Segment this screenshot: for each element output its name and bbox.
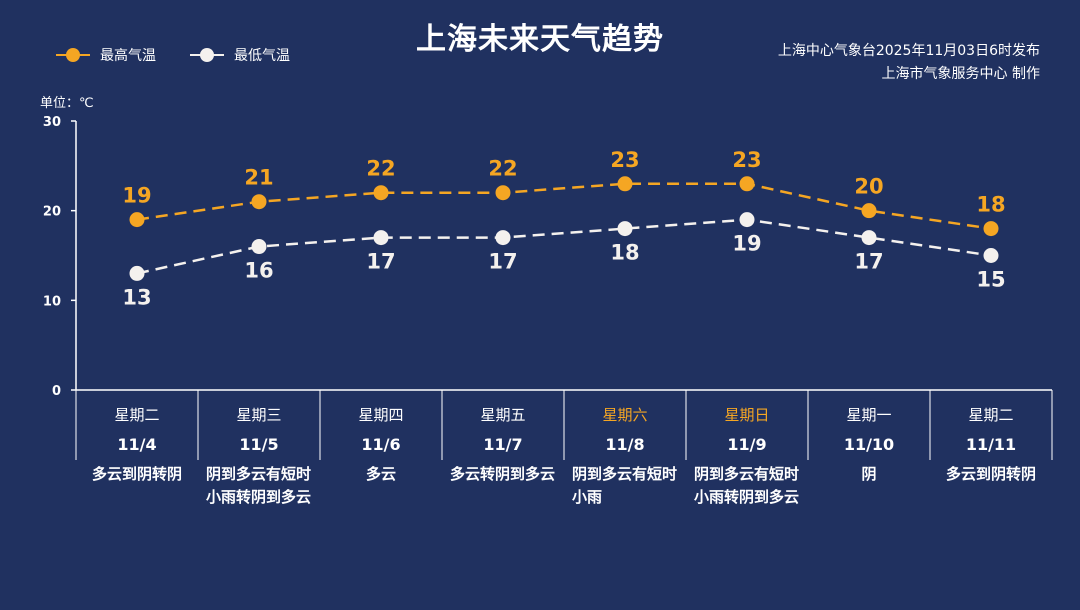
day-column: 星期日 11/9 bbox=[686, 392, 808, 462]
day-weekday: 星期四 bbox=[358, 406, 404, 424]
y-tick-label: 0 bbox=[52, 384, 61, 399]
day-column: 星期五 11/7 bbox=[442, 392, 564, 462]
high-temp-label: 18 bbox=[976, 193, 1005, 217]
high-temp-label: 19 bbox=[122, 184, 151, 208]
low-temp-point bbox=[373, 230, 389, 246]
chart-title: 上海未来天气趋势 bbox=[416, 22, 664, 57]
low-temp-label: 19 bbox=[732, 232, 761, 256]
low-temp-label: 17 bbox=[488, 250, 517, 274]
day-condition: 多云到阴转阴 bbox=[91, 465, 182, 483]
low-temp-point bbox=[983, 248, 999, 263]
source-line-1: 上海中心气象台2025年11月03日6时发布 bbox=[777, 43, 1040, 59]
legend-high-swatch-icon bbox=[56, 47, 90, 63]
day-condition: 多云 bbox=[365, 465, 396, 483]
day-column: 星期一 11/10 bbox=[808, 392, 930, 462]
source-info: 上海中心气象台2025年11月03日6时发布 上海市气象服务中心 制作 bbox=[778, 40, 1040, 86]
low-temp-label: 15 bbox=[976, 268, 1005, 292]
source-line-2: 上海市气象服务中心 制作 bbox=[881, 66, 1040, 82]
day-date: 11/11 bbox=[965, 435, 1017, 454]
day-weekday: 星期二 bbox=[114, 406, 160, 424]
day-weekday: 星期五 bbox=[480, 406, 526, 424]
low-temp-point bbox=[129, 265, 145, 281]
y-tick-label: 30 bbox=[43, 115, 61, 130]
y-tick-label: 20 bbox=[43, 205, 61, 220]
high-temp-line bbox=[136, 182, 992, 230]
high-temp-point bbox=[739, 176, 755, 192]
day-date: 11/4 bbox=[117, 435, 157, 454]
day-date: 11/6 bbox=[361, 435, 401, 454]
high-temp-label: 23 bbox=[732, 148, 761, 172]
low-temp-point bbox=[861, 230, 877, 246]
day-conditions: 多云到阴转阴 阴到多云有短时小雨转阴到多云 多云 多云转阴到多云 阴到多云有短时小雨 阴到… bbox=[76, 463, 1052, 509]
high-temp-label: 20 bbox=[854, 175, 883, 199]
low-temp-label: 17 bbox=[854, 250, 883, 274]
low-temp-point bbox=[495, 230, 511, 246]
day-weekday: 星期二 bbox=[968, 406, 1014, 424]
low-temp-point bbox=[739, 212, 755, 228]
day-condition: 阴到多云有短时小雨转阴到多云 bbox=[694, 465, 800, 506]
day-date: 11/8 bbox=[605, 435, 645, 454]
high-temp-label: 21 bbox=[244, 166, 273, 190]
day-date: 11/10 bbox=[843, 435, 895, 454]
high-temp-label: 22 bbox=[488, 157, 517, 181]
legend-item-low: 最低气温 bbox=[190, 45, 290, 65]
day-condition: 多云转阴到多云 bbox=[450, 465, 556, 483]
y-axis-unit: 单位：℃ bbox=[40, 96, 94, 111]
legend-low-swatch-icon bbox=[190, 47, 224, 63]
high-temp-label: 22 bbox=[366, 157, 395, 181]
low-temp-point bbox=[251, 239, 267, 255]
day-condition: 阴 bbox=[861, 465, 877, 483]
low-temp-label: 13 bbox=[122, 285, 151, 309]
day-condition: 阴到多云有短时小雨转阴到多云 bbox=[206, 465, 312, 506]
high-temp-point bbox=[251, 194, 267, 210]
low-temp-label: 16 bbox=[244, 259, 273, 283]
day-date: 11/9 bbox=[727, 435, 767, 454]
day-weekday: 星期三 bbox=[236, 406, 282, 424]
low-temp-label: 17 bbox=[366, 250, 395, 274]
legend-high-label: 最高气温 bbox=[100, 48, 156, 64]
day-column: 星期二 11/4 bbox=[76, 392, 198, 462]
day-date: 11/5 bbox=[239, 435, 279, 454]
day-column: 星期二 11/11 bbox=[930, 392, 1052, 462]
day-date: 11/7 bbox=[483, 435, 523, 454]
legend: 最高气温 最低气温 bbox=[56, 45, 324, 65]
low-temp-label: 18 bbox=[610, 241, 639, 265]
high-temp-point bbox=[373, 185, 389, 201]
legend-item-high: 最高气温 bbox=[56, 45, 156, 65]
day-condition: 阴到多云有短时小雨 bbox=[572, 465, 678, 506]
day-weekday: 星期一 bbox=[846, 406, 892, 424]
high-temp-point bbox=[861, 203, 877, 219]
day-column: 星期四 11/6 bbox=[320, 392, 442, 462]
day-column: 星期六 11/8 bbox=[564, 392, 686, 462]
legend-low-label: 最低气温 bbox=[234, 48, 290, 64]
high-temp-point bbox=[495, 185, 511, 201]
high-temp-point bbox=[129, 212, 145, 228]
day-weekday: 星期日 bbox=[724, 406, 770, 424]
y-tick-label: 10 bbox=[43, 294, 61, 309]
high-temp-point bbox=[617, 176, 633, 192]
day-weekday: 星期六 bbox=[602, 406, 648, 424]
day-condition: 多云到阴转阴 bbox=[945, 465, 1036, 483]
day-column: 星期三 11/5 bbox=[198, 392, 320, 462]
high-temp-label: 23 bbox=[610, 148, 639, 172]
low-temp-point bbox=[617, 221, 633, 237]
high-temp-point bbox=[983, 221, 999, 237]
day-headers: 星期二 11/4 星期三 11/5 星期四 11/6 星期五 11/7 星期六 11/8 星期日 11… bbox=[76, 392, 1052, 462]
